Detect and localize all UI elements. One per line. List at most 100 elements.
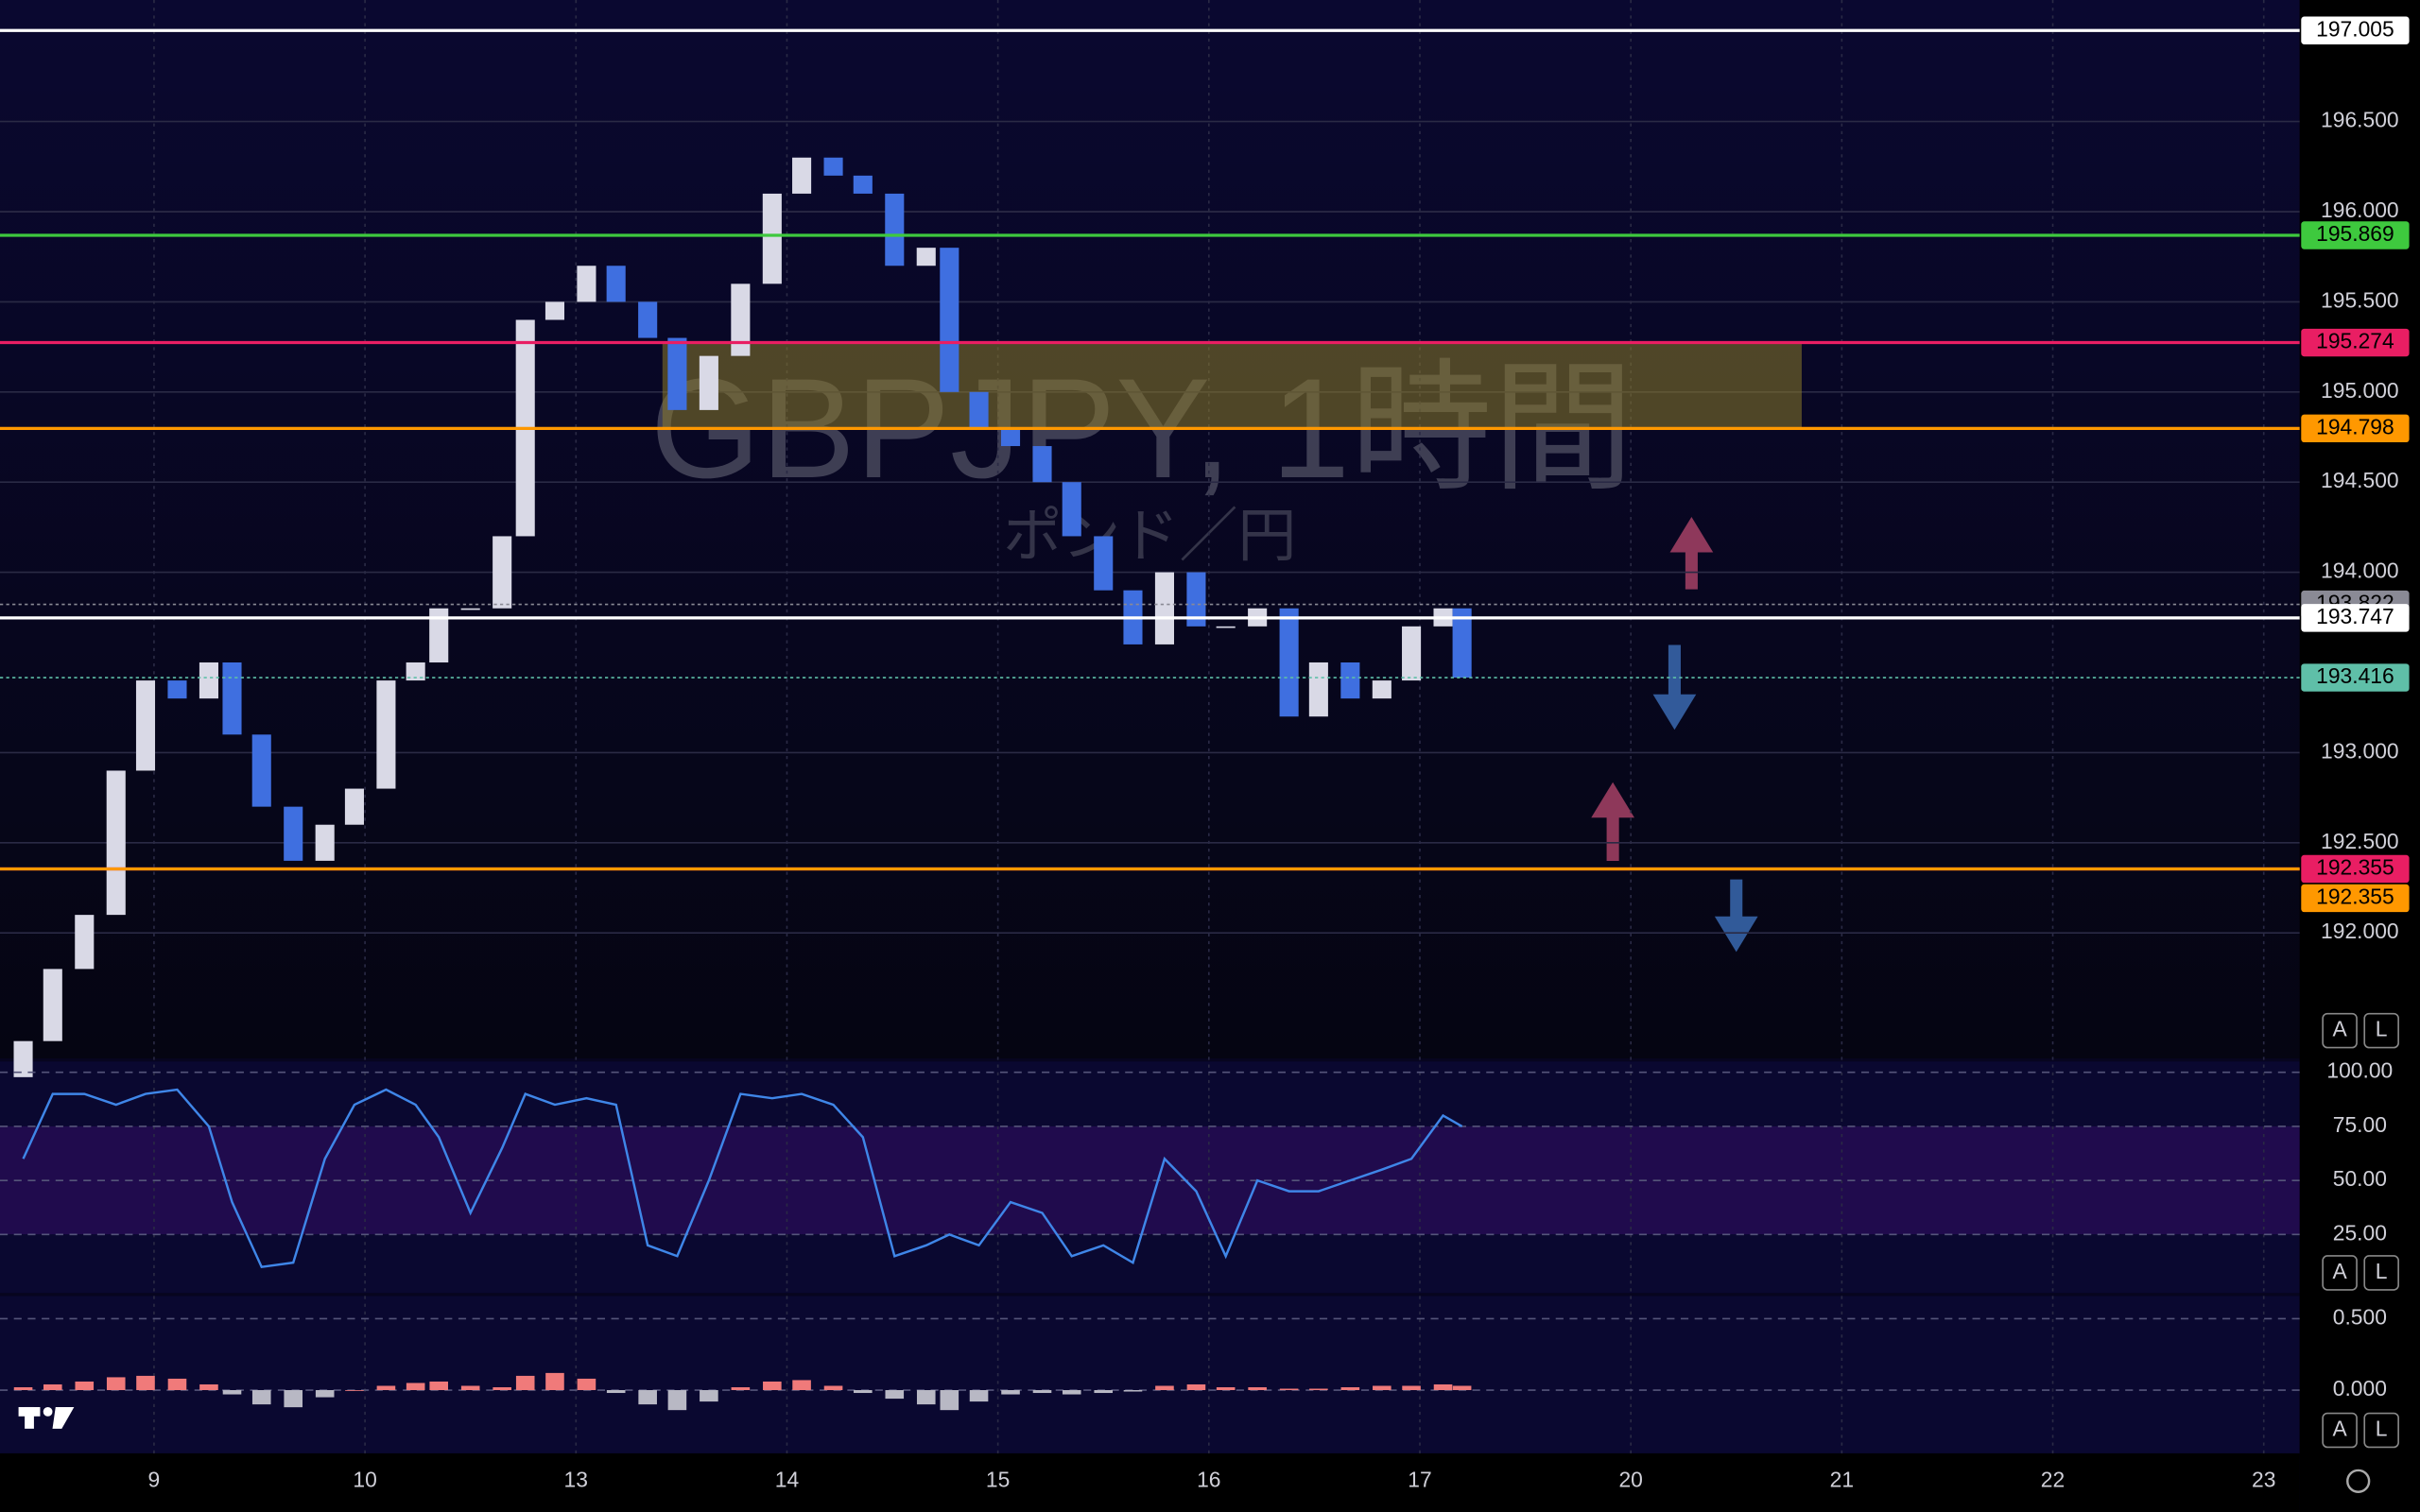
- macd-bar: [700, 1390, 718, 1402]
- candle: [969, 391, 989, 428]
- price-label: 197.005: [2316, 16, 2394, 41]
- macd-bar: [1032, 1390, 1052, 1394]
- macd-bar: [731, 1386, 751, 1391]
- candle: [823, 157, 843, 176]
- candle: [1402, 626, 1422, 681]
- x-tick-label: 9: [148, 1467, 161, 1491]
- y-tick-label: 195.500: [2321, 287, 2399, 312]
- y-tick-label: 194.500: [2321, 468, 2399, 492]
- x-tick-label: 21: [1830, 1467, 1854, 1491]
- candle: [1279, 608, 1299, 717]
- price-label: 195.869: [2316, 221, 2394, 246]
- x-tick-label: 14: [775, 1467, 800, 1491]
- macd-bar: [916, 1390, 936, 1405]
- candle: [460, 608, 480, 610]
- macd-bar: [763, 1381, 782, 1391]
- price-axis: [2299, 0, 2420, 1512]
- settings-icon[interactable]: [2346, 1469, 2371, 1494]
- macd-bar: [284, 1390, 303, 1408]
- x-tick-label: 23: [2252, 1467, 2275, 1491]
- macd-bar: [1402, 1385, 1421, 1391]
- toggle-label[interactable]: A: [2332, 1417, 2347, 1441]
- toggle-button[interactable]: [2322, 1412, 2358, 1449]
- macd-pane: [0, 1296, 2300, 1453]
- candle: [199, 662, 218, 699]
- candle: [577, 266, 596, 302]
- macd-bar: [1279, 1388, 1299, 1391]
- candle: [544, 301, 565, 320]
- candle: [1032, 446, 1052, 483]
- x-tick-label: 13: [564, 1467, 588, 1491]
- stoch-band: [0, 1125, 2300, 1235]
- macd-bar: [1373, 1385, 1392, 1391]
- y-tick-label: 0.000: [2333, 1376, 2387, 1400]
- candle: [1308, 662, 1328, 717]
- toggle-button[interactable]: [2363, 1255, 2399, 1291]
- candle: [1452, 608, 1472, 679]
- macd-bar: [1309, 1388, 1328, 1391]
- y-tick-label: 0.500: [2333, 1304, 2387, 1329]
- macd-bar: [667, 1390, 687, 1411]
- candle: [1186, 572, 1206, 627]
- toggle-label[interactable]: L: [2376, 1017, 2388, 1041]
- price-label-box: [2301, 328, 2410, 357]
- toggle-label[interactable]: L: [2376, 1417, 2388, 1441]
- candle: [1372, 680, 1392, 699]
- y-tick-label: 196.000: [2321, 198, 2399, 222]
- macd-bar: [1123, 1390, 1143, 1392]
- macd-bar: [167, 1378, 187, 1391]
- candle: [493, 536, 512, 609]
- macd-bar: [1216, 1386, 1236, 1391]
- macd-bar: [1433, 1383, 1453, 1391]
- candle: [43, 969, 62, 1041]
- toggle-label[interactable]: A: [2332, 1259, 2347, 1283]
- y-tick-label: 25.00: [2333, 1220, 2387, 1245]
- macd-bar: [638, 1390, 657, 1405]
- macd-bar: [1248, 1386, 1267, 1391]
- price-label-box: [2301, 604, 2410, 632]
- candle: [167, 680, 187, 699]
- toggle-button[interactable]: [2322, 1012, 2358, 1049]
- toggle-button[interactable]: [2322, 1255, 2358, 1291]
- macd-bar: [43, 1383, 62, 1391]
- candle: [75, 915, 95, 970]
- candle: [940, 248, 959, 392]
- macd-bar: [222, 1390, 242, 1395]
- toggle-button[interactable]: [2363, 1012, 2399, 1049]
- macd-bar: [1062, 1390, 1081, 1395]
- x-tick-label: 16: [1197, 1467, 1220, 1491]
- toggle-button[interactable]: [2363, 1412, 2399, 1449]
- candle: [135, 680, 156, 771]
- macd-bar: [429, 1381, 449, 1391]
- macd-bar: [1001, 1390, 1020, 1395]
- price-label: 195.274: [2316, 329, 2394, 353]
- macd-bar: [345, 1390, 364, 1391]
- macd-bar: [577, 1378, 596, 1391]
- toggle-label[interactable]: A: [2332, 1017, 2347, 1041]
- candle: [853, 175, 873, 194]
- candle: [1154, 572, 1174, 644]
- toggle-label[interactable]: L: [2376, 1259, 2388, 1283]
- candle: [792, 157, 812, 194]
- price-label: 193.416: [2316, 663, 2394, 688]
- macd-bar: [460, 1385, 480, 1391]
- candle: [406, 662, 425, 681]
- y-tick-label: 50.00: [2333, 1166, 2387, 1191]
- candle: [916, 248, 936, 266]
- macd-bar: [1186, 1383, 1206, 1391]
- macd-bar: [493, 1386, 511, 1391]
- price-label-box: [2301, 663, 2410, 692]
- y-tick-label: 192.000: [2321, 919, 2399, 943]
- candle: [1340, 662, 1360, 699]
- x-tick-label: 20: [1618, 1467, 1642, 1491]
- y-tick-label: 194.000: [2321, 558, 2399, 583]
- macd-bar: [515, 1375, 535, 1391]
- candle: [1062, 482, 1081, 537]
- candle: [1094, 536, 1114, 591]
- y-tick-label: 193.000: [2321, 738, 2399, 763]
- price-label: 193.747: [2316, 604, 2394, 628]
- macd-bar: [823, 1385, 843, 1391]
- candle: [1000, 427, 1021, 447]
- macd-bar: [136, 1375, 155, 1391]
